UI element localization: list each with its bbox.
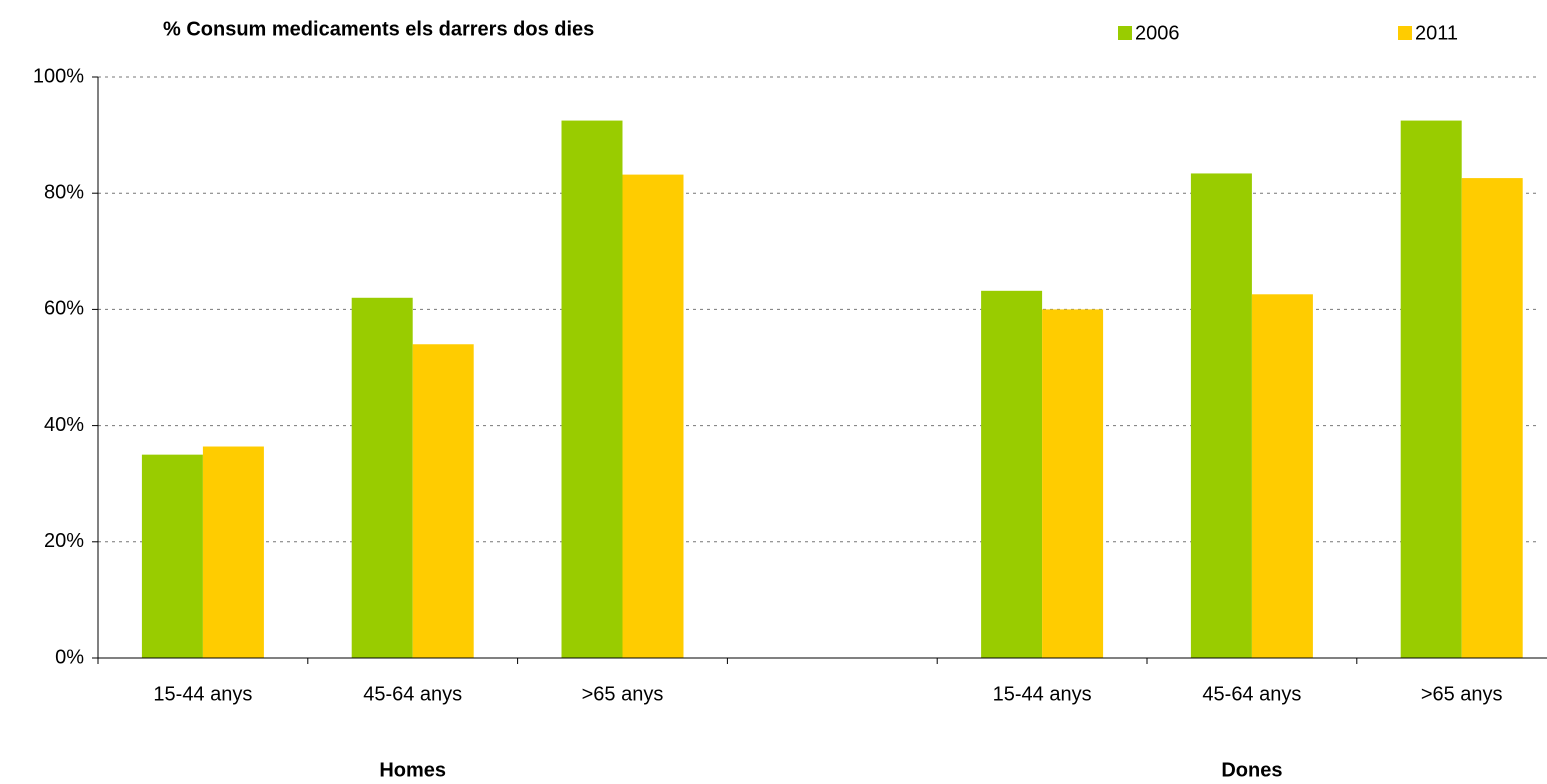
group-label: Dones [1221,759,1282,781]
legend-label: 2006 [1135,22,1180,44]
y-tick-label: 20% [44,530,84,552]
bar [1251,294,1313,658]
bar [141,454,203,658]
legend-swatch [1398,26,1412,40]
group-label: Homes [379,759,446,781]
bar [1461,178,1523,658]
bar [1400,120,1462,658]
bar [1190,173,1252,659]
x-tick-label: 15-44 anys [153,683,252,705]
x-tick-label: 45-64 anys [1202,683,1301,705]
bar [412,344,474,658]
y-tick-label: 60% [44,298,84,320]
bar [1042,309,1104,658]
y-tick-label: 0% [55,646,84,668]
y-tick-label: 80% [44,181,84,203]
bar [622,174,684,658]
x-tick-label: >65 anys [1421,683,1503,705]
bar [561,120,623,658]
bar [351,297,413,658]
y-tick-label: 100% [33,65,84,87]
legend-label: 2011 [1415,22,1458,44]
y-tick-label: 40% [44,414,84,436]
x-tick-label: >65 anys [582,683,664,705]
bar [202,446,264,658]
x-tick-label: 15-44 anys [993,683,1092,705]
bar [981,290,1043,658]
chart-title: % Consum medicaments els darrers dos die… [163,18,594,40]
legend-swatch [1118,26,1132,40]
x-tick-label: 45-64 anys [363,683,462,705]
